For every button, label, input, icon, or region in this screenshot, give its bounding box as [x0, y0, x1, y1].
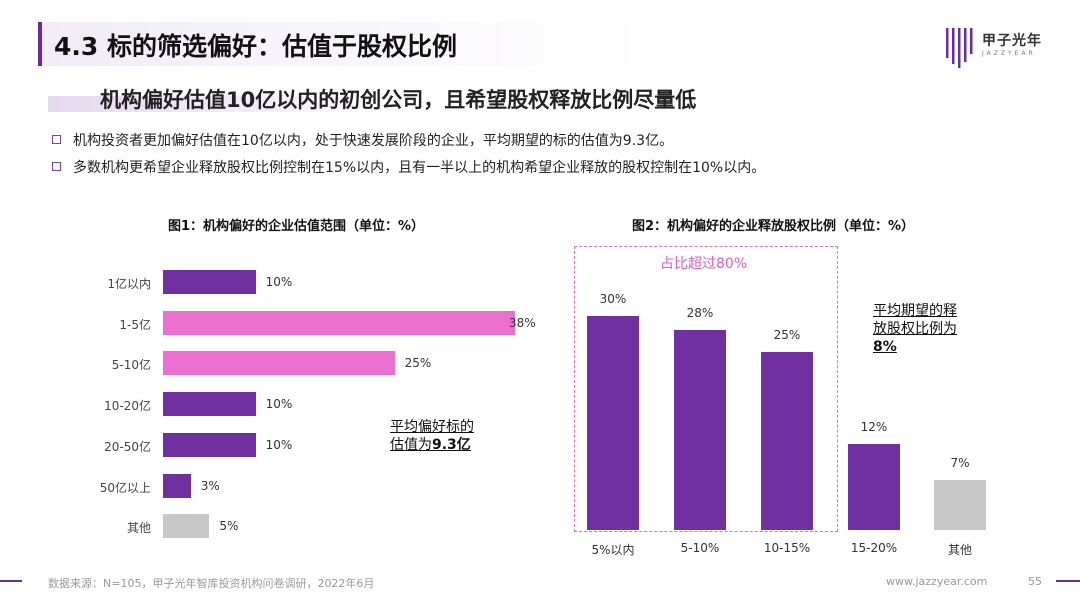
chart1-bar [163, 392, 256, 417]
footer-accent-left [0, 580, 22, 582]
chart2-value-label: 30% [599, 292, 627, 306]
chart1-category-label: 20-50亿 [104, 439, 151, 454]
square-bullet-icon [52, 135, 61, 144]
chart1-bar [163, 270, 256, 294]
bullet-item: 机构投资者更加偏好估值在10亿以内，处于快速发展阶段的企业，平均期望的标的估值为… [52, 130, 673, 150]
page-title: 4.3 标的筛选偏好：估值于股权比例 [54, 32, 457, 61]
chart2-bar [848, 444, 900, 530]
website-link[interactable]: www.jazzyear.com [886, 575, 988, 588]
chart1-category-label: 5-10亿 [111, 358, 151, 373]
logo-subtext: JAZZYEAR [982, 50, 1036, 57]
chart1-bar [163, 514, 210, 539]
chart2-title: 图2：机构偏好的企业释放股权比例（单位：%） [632, 219, 915, 234]
chart1-value-label: 38% [509, 315, 536, 330]
chart2-bar [674, 330, 726, 530]
square-bullet-icon [52, 162, 61, 171]
chart2-value-label: 12% [860, 420, 888, 435]
chart2-category-label: 5%以内 [591, 543, 635, 557]
highlight-label: 占比超过80% [660, 256, 748, 272]
chart2-annotation: 平均期望的释 放股权比例为 8% [873, 303, 957, 355]
chart1-value-label: 10% [265, 397, 293, 412]
chart1-value-label: 10% [265, 275, 293, 289]
chart1-value-label: 10% [265, 437, 293, 452]
subtitle: 机构偏好估值10亿以内的初创公司，且希望股权释放比例尽量低 [100, 88, 697, 112]
chart2-bar [587, 316, 639, 530]
logo-text: 甲子光年 [982, 33, 1042, 49]
subtitle-highlight [48, 96, 408, 112]
highlight-dashed-box [574, 246, 838, 532]
chart2-category-label: 其他 [947, 543, 972, 557]
chart1-value-label: 5% [219, 519, 239, 534]
chart1-category-label: 50亿以上 [99, 480, 151, 495]
chart1-category-label: 1-5亿 [119, 317, 151, 332]
chart2-value-label: 25% [773, 327, 801, 342]
bullet-item: 多数机构更希望企业释放股权比例控制在15%以内，且有一半以上的机构希望企业释放的… [52, 157, 765, 177]
chart2-category-label: 10-15% [763, 541, 811, 555]
jazzyear-logo-icon [946, 28, 973, 68]
chart1-bar [163, 310, 515, 335]
chart1-category-label: 10-20亿 [104, 399, 151, 414]
chart2-bar [761, 351, 813, 530]
chart1-value-label: 25% [404, 356, 432, 371]
chart1-bar [163, 432, 256, 457]
chart2-value-label: 28% [686, 306, 714, 321]
chart1-annotation: 平均偏好标的 估值为9.3亿 [390, 419, 474, 453]
data-source: 数据来源：N=105，甲子光年智库投资机构问卷调研，2022年6月 [48, 577, 375, 590]
chart1-category-label: 1亿以内 [107, 277, 151, 291]
chart1-category-label: 其他 [126, 521, 151, 536]
chart2-category-label: 15-20% [850, 541, 898, 555]
footer-accent-right [1056, 580, 1080, 582]
title-accent-bar [38, 22, 42, 66]
chart1-bar [163, 473, 191, 498]
chart1-title: 图1：机构偏好的企业估值范围（单位：%） [168, 219, 425, 234]
chart1-bar [163, 351, 395, 376]
chart2-bar [934, 480, 986, 530]
chart1-value-label: 3% [200, 478, 220, 493]
chart2-category-label: 5-10% [680, 541, 720, 555]
chart2-value-label: 7% [950, 456, 970, 471]
page-number: 55 [1028, 575, 1042, 588]
title-background [42, 22, 642, 66]
